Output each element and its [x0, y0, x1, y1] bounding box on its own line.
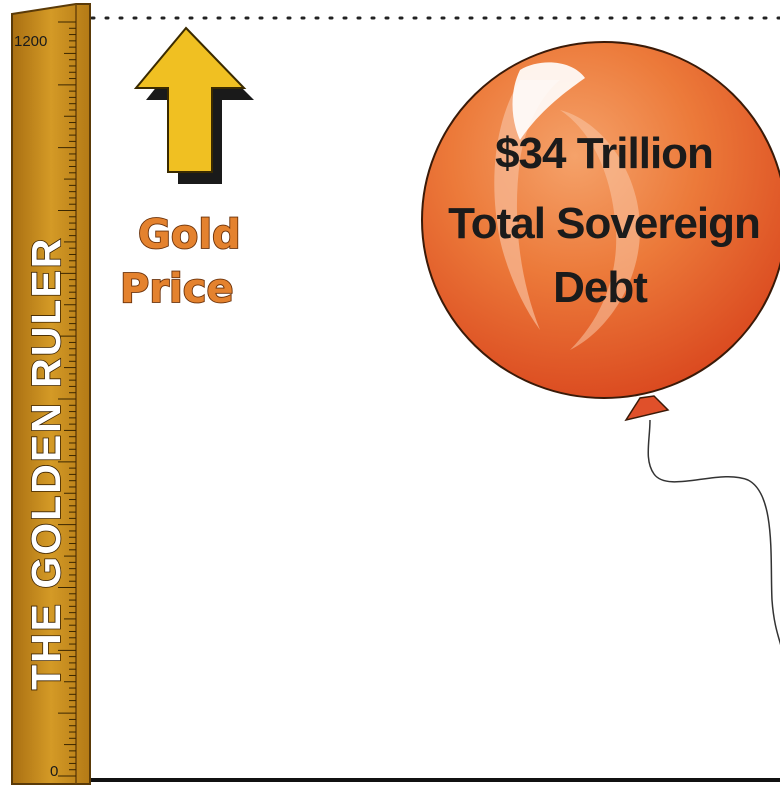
ruler-ticks — [58, 21, 76, 777]
ruler-body — [11, 3, 91, 785]
gold-label-line1: Gold — [138, 212, 241, 258]
balloon-line3: Debt — [553, 263, 648, 312]
golden-ruler: 1200 0 THE GOLDEN RULER — [11, 3, 91, 785]
balloon-string — [647, 419, 780, 646]
up-arrow-icon — [133, 26, 254, 184]
ruler-title: THE GOLDEN RULER — [23, 237, 69, 690]
debt-balloon — [421, 41, 780, 422]
gold-label-line2: Price — [120, 266, 234, 312]
balloon-line2: Total Sovereign — [448, 199, 760, 248]
ruler-top-label: 1200 — [14, 33, 47, 50]
balloon-line1: $34 Trillion — [495, 129, 713, 178]
balloon-knot — [624, 395, 670, 422]
ruler-bottom-label: 0 — [50, 763, 58, 780]
